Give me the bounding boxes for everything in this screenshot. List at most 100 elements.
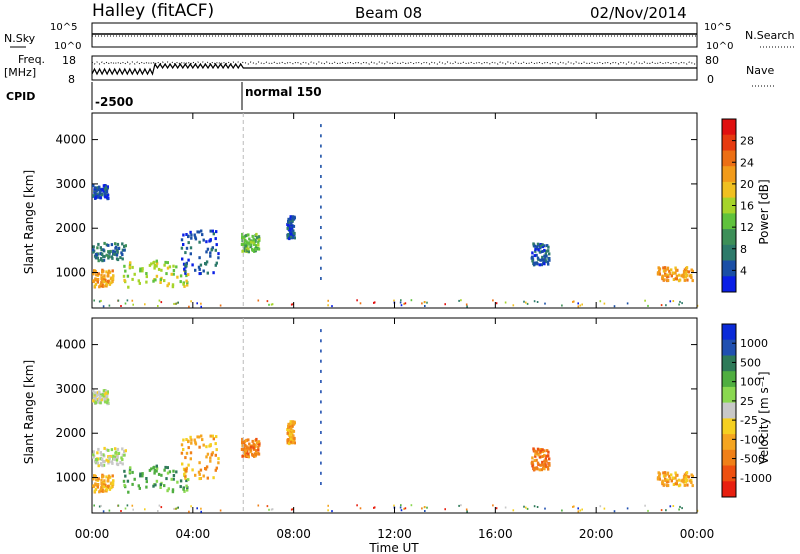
- power-echo-cell: [293, 236, 296, 240]
- nsearch-tick-top: 10^5: [704, 22, 731, 33]
- velocity-echo-cell: [540, 468, 543, 472]
- velocity-colorbar-tick-label: 100: [740, 376, 761, 389]
- power-echo-cell: [421, 302, 423, 305]
- velocity-echo-cell: [145, 480, 148, 484]
- velocity-echo-cell: [289, 422, 292, 425]
- power-echo-cell: [690, 276, 693, 279]
- velocity-echo-cell: [426, 506, 428, 509]
- power-echo-cell: [92, 250, 95, 254]
- power-echo-cell: [116, 249, 119, 253]
- velocity-echo-cell: [198, 461, 201, 465]
- power-echo-cell: [99, 252, 102, 256]
- velocity-echo-cell: [212, 476, 215, 480]
- power-echo-cell: [100, 279, 104, 283]
- power-echo-cell: [547, 262, 550, 266]
- power-echo-cell: [209, 229, 212, 233]
- power-echo-cell: [114, 242, 117, 246]
- power-echo-cell: [663, 266, 667, 270]
- power-echo-cell: [268, 303, 270, 306]
- power-echo-cell: [287, 233, 290, 236]
- power-echo-cell: [670, 268, 673, 272]
- power-echo-cell: [166, 266, 170, 270]
- velocity-echo-cell: [99, 457, 102, 461]
- velocity-echo-cell: [541, 455, 544, 458]
- power-echo-cell: [246, 249, 249, 253]
- power-echo-cell: [182, 282, 185, 286]
- velocity-echo-cell: [539, 463, 542, 467]
- x-tick-label: 00:00: [680, 527, 715, 541]
- velocity-echo-cell: [184, 474, 187, 478]
- power-echo-cell: [131, 277, 134, 281]
- velocity-echo-cell: [92, 455, 95, 459]
- power-echo-cell: [543, 244, 546, 248]
- velocity-echo-cell: [255, 441, 259, 445]
- power-echo-cell: [320, 277, 322, 280]
- power-echo-cell: [168, 265, 172, 269]
- power-echo-cell: [202, 238, 205, 242]
- velocity-colorbar-swatch: [722, 481, 736, 498]
- velocity-echo-cell: [160, 473, 163, 477]
- power-echo-cell: [331, 305, 333, 308]
- power-echo-cell: [154, 278, 157, 282]
- velocity-echo-cell: [107, 477, 110, 480]
- velocity-echo-cell: [543, 467, 546, 471]
- power-echo-cell: [410, 299, 413, 302]
- power-echo-cell: [535, 253, 538, 257]
- power-echo-cell: [270, 303, 273, 306]
- velocity-echo-cell: [185, 451, 189, 455]
- power-echo-cell: [292, 236, 295, 240]
- nsearch-label: N.Search: [745, 29, 795, 42]
- power-echo-cell: [198, 272, 201, 276]
- power-echo-cell: [123, 248, 126, 252]
- velocity-echo-cell: [101, 475, 104, 479]
- velocity-echo-cell: [243, 452, 246, 456]
- power-echo-cell: [286, 226, 289, 230]
- velocity-echo-cell: [121, 453, 125, 457]
- velocity-echo-cell: [613, 510, 616, 513]
- power-echo-cell: [93, 279, 96, 283]
- power-echo-cell: [205, 260, 209, 264]
- power-y-tick-label: 2000: [55, 221, 86, 235]
- power-echo-cell: [251, 234, 254, 238]
- power-echo-cell: [160, 268, 163, 272]
- power-echo-cell: [105, 243, 109, 247]
- power-echo-cell: [94, 282, 98, 286]
- velocity-echo-cell: [320, 339, 322, 343]
- power-echo-cell: [106, 185, 109, 189]
- power-echo-cell: [287, 217, 290, 221]
- power-echo-cell: [548, 257, 551, 260]
- power-y-tick-label: 1000: [55, 266, 86, 280]
- power-echo-cell: [320, 144, 322, 148]
- power-echo-cell: [533, 244, 537, 248]
- date-label: 02/Nov/2014: [590, 4, 687, 22]
- power-echo-cell: [603, 302, 606, 305]
- velocity-echo-cell: [526, 507, 529, 510]
- power-echo-cell: [198, 240, 201, 244]
- velocity-echo-cell: [289, 433, 292, 437]
- velocity-colorbar-tick-label: 25: [740, 395, 754, 408]
- power-echo-cell: [108, 282, 112, 286]
- power-echo-cell: [100, 299, 102, 302]
- velocity-echo-cell: [681, 507, 683, 510]
- power-echo-cell: [663, 278, 666, 282]
- power-echo-cell: [187, 241, 190, 245]
- power-echo-cell: [677, 273, 681, 277]
- power-echo-cell: [320, 185, 322, 189]
- velocity-echo-cell: [214, 442, 217, 446]
- power-echo-cell: [94, 186, 97, 190]
- power-echo-cell: [159, 278, 162, 282]
- velocity-echo-cell: [670, 479, 673, 483]
- velocity-echo-cell: [128, 470, 132, 474]
- velocity-echo-cell: [96, 485, 99, 489]
- velocity-echo-cell: [159, 486, 162, 489]
- velocity-echo-cell: [123, 469, 126, 473]
- velocity-echo-cell: [126, 504, 129, 507]
- velocity-echo-cell: [548, 462, 551, 465]
- power-echo-cell: [254, 238, 257, 242]
- velocity-echo-cell: [241, 444, 244, 448]
- velocity-echo-cell: [100, 462, 103, 466]
- power-echo-cell: [531, 256, 534, 260]
- velocity-echo-cell: [201, 438, 204, 442]
- power-echo-cell: [155, 259, 158, 263]
- velocity-echo-cell: [102, 485, 105, 489]
